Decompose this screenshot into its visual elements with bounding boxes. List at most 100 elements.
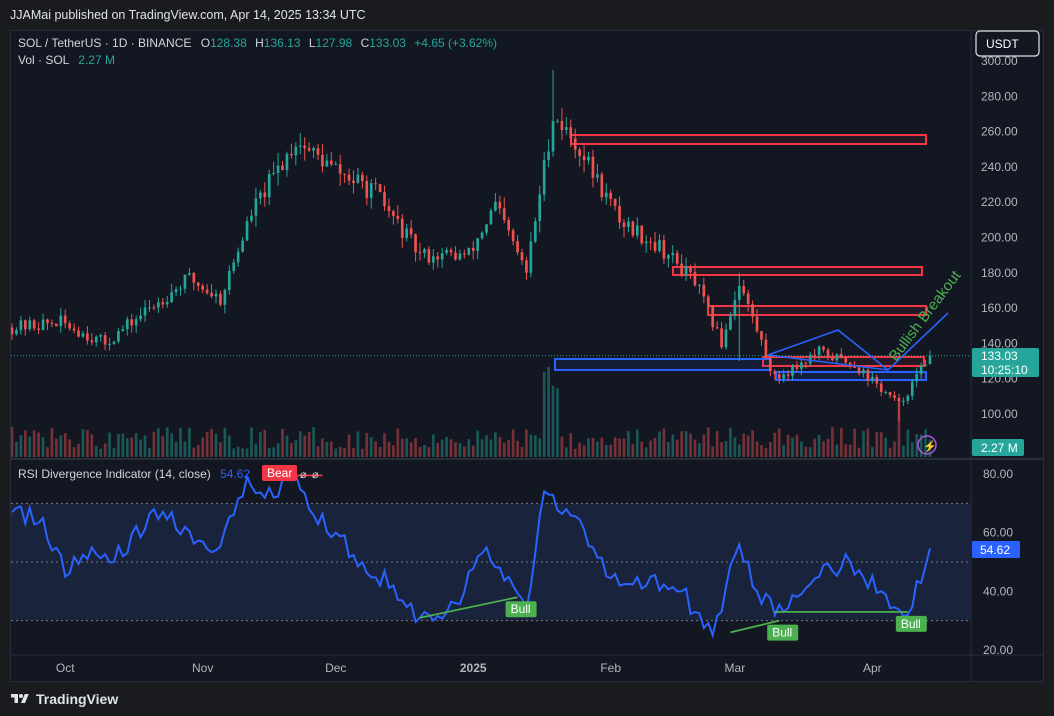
candle[interactable] xyxy=(755,309,759,334)
candle[interactable] xyxy=(786,370,790,382)
candle[interactable] xyxy=(658,234,661,253)
candle[interactable] xyxy=(693,263,697,287)
candle[interactable] xyxy=(19,316,23,335)
candle[interactable] xyxy=(893,391,896,402)
candle[interactable] xyxy=(157,297,160,314)
candle[interactable] xyxy=(130,314,134,333)
candle[interactable] xyxy=(764,333,768,360)
candle[interactable] xyxy=(28,316,32,332)
candle[interactable] xyxy=(356,167,360,184)
candle[interactable] xyxy=(622,218,626,238)
candle[interactable] xyxy=(418,242,422,261)
symbol-legend[interactable]: SOL / TetherUS · 1D · BINANCE O128.38 H1… xyxy=(18,36,497,67)
candle[interactable] xyxy=(640,225,644,246)
candle[interactable] xyxy=(879,380,883,397)
candle[interactable] xyxy=(414,233,417,262)
candle[interactable] xyxy=(529,232,533,278)
candle[interactable] xyxy=(591,149,595,188)
candle[interactable] xyxy=(604,183,608,205)
candle[interactable] xyxy=(152,304,156,311)
candle[interactable] xyxy=(170,283,173,304)
candle[interactable] xyxy=(733,291,737,321)
candle[interactable] xyxy=(467,247,471,256)
candle[interactable] xyxy=(542,151,546,202)
candle[interactable] xyxy=(72,323,76,334)
candle[interactable] xyxy=(760,331,763,346)
candle[interactable] xyxy=(862,366,865,378)
candle[interactable] xyxy=(573,128,577,159)
candle[interactable] xyxy=(227,265,231,295)
candle[interactable] xyxy=(219,290,222,307)
candle[interactable] xyxy=(675,249,679,266)
candle[interactable] xyxy=(90,333,94,346)
candle[interactable] xyxy=(232,258,236,274)
candle[interactable] xyxy=(667,253,670,268)
candle[interactable] xyxy=(684,257,688,281)
candle[interactable] xyxy=(458,249,462,261)
candle[interactable] xyxy=(533,217,537,244)
time-axis[interactable]: Oct Nov Dec 2025 Feb Mar Apr xyxy=(56,661,882,675)
resistance-zone-158[interactable] xyxy=(707,305,927,316)
candle[interactable] xyxy=(578,147,581,167)
candle[interactable] xyxy=(103,331,107,351)
candle[interactable] xyxy=(179,285,182,296)
candle[interactable] xyxy=(86,326,89,345)
candle[interactable] xyxy=(746,289,750,312)
candle[interactable] xyxy=(365,175,369,206)
rsi-legend[interactable]: RSI Divergence Indicator (14, close) 54.… xyxy=(18,465,319,481)
rsi-line[interactable] xyxy=(11,471,931,639)
candle[interactable] xyxy=(307,142,311,152)
candle[interactable] xyxy=(653,232,657,254)
candle[interactable] xyxy=(121,325,125,332)
rsi-axis[interactable]: 80.00 60.00 40.00 20.00 xyxy=(983,467,1013,657)
candle[interactable] xyxy=(702,277,706,304)
candle[interactable] xyxy=(565,117,568,135)
candle[interactable] xyxy=(272,161,275,176)
candle[interactable] xyxy=(117,328,120,344)
candle[interactable] xyxy=(853,361,856,369)
candle[interactable] xyxy=(188,267,191,276)
candle[interactable] xyxy=(369,179,373,209)
candle[interactable] xyxy=(777,370,781,384)
candle[interactable] xyxy=(11,323,14,340)
candle[interactable] xyxy=(800,357,803,376)
candle[interactable] xyxy=(259,189,262,205)
candle[interactable] xyxy=(742,279,746,297)
candle[interactable] xyxy=(245,216,249,241)
candle[interactable] xyxy=(915,367,919,388)
candle[interactable] xyxy=(751,300,754,324)
candle[interactable] xyxy=(808,351,812,367)
candle[interactable] xyxy=(729,312,732,331)
support-zone-120[interactable] xyxy=(775,371,927,381)
candle[interactable] xyxy=(378,183,382,193)
candle[interactable] xyxy=(214,289,218,304)
candle[interactable] xyxy=(494,193,497,212)
candle[interactable] xyxy=(737,272,741,362)
candle[interactable] xyxy=(316,143,320,160)
resistance-zone-260[interactable] xyxy=(570,134,927,145)
candle[interactable] xyxy=(609,189,613,207)
candle[interactable] xyxy=(471,240,475,260)
candle[interactable] xyxy=(63,309,67,329)
candle[interactable] xyxy=(888,391,892,399)
candle[interactable] xyxy=(813,349,817,361)
candle[interactable] xyxy=(897,393,901,422)
candle[interactable] xyxy=(463,249,466,259)
candle[interactable] xyxy=(556,118,559,124)
candle[interactable] xyxy=(831,352,834,362)
price-zones[interactable] xyxy=(554,134,927,381)
candle[interactable] xyxy=(871,371,874,384)
candle[interactable] xyxy=(374,177,377,191)
candle[interactable] xyxy=(919,362,923,380)
candle[interactable] xyxy=(241,236,244,253)
candle[interactable] xyxy=(423,247,426,258)
candle[interactable] xyxy=(143,300,147,322)
candle[interactable] xyxy=(613,198,617,211)
candle[interactable] xyxy=(782,369,785,383)
candle[interactable] xyxy=(538,185,542,233)
candle[interactable] xyxy=(112,341,116,345)
candle[interactable] xyxy=(165,295,169,308)
currency-button[interactable] xyxy=(975,30,1040,57)
candle[interactable] xyxy=(303,137,307,161)
candle[interactable] xyxy=(325,154,329,168)
